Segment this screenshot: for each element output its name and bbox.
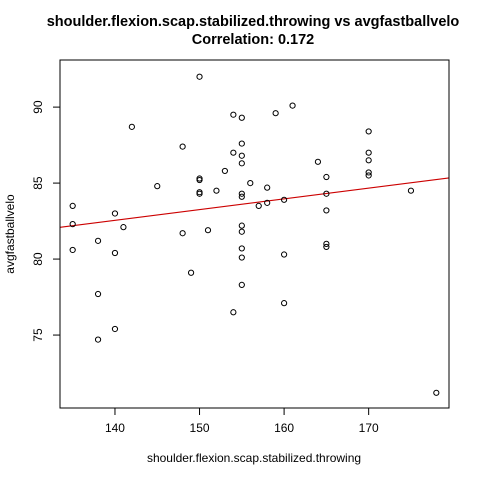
data-point (238, 222, 245, 229)
y-tick-label: 85 (31, 176, 45, 190)
data-point (187, 269, 195, 276)
data-point (323, 190, 330, 197)
data-point (230, 149, 237, 156)
data-point (230, 111, 237, 118)
data-point (272, 110, 279, 117)
data-point (238, 245, 245, 252)
points-layer (69, 73, 440, 396)
data-point (407, 187, 415, 194)
data-point (238, 281, 245, 289)
data-point (69, 202, 76, 209)
data-point (280, 300, 288, 307)
data-point (111, 325, 119, 333)
data-point (221, 167, 229, 175)
data-point (365, 149, 372, 156)
data-point (230, 309, 237, 316)
data-point (238, 190, 245, 197)
data-point (238, 193, 245, 200)
trend-line-layer (59, 177, 450, 228)
data-point (433, 389, 440, 396)
data-point (247, 179, 254, 187)
regression-line (59, 177, 450, 228)
data-point (323, 243, 330, 251)
data-point (365, 157, 372, 164)
x-axis-label: shoulder.flexion.scap.stabilized.throwin… (147, 451, 361, 465)
data-point (111, 210, 119, 217)
data-point (179, 230, 186, 237)
data-point (238, 114, 245, 121)
data-point (238, 140, 245, 147)
data-point (196, 176, 203, 184)
chart-subtitle: Correlation: 0.172 (192, 32, 315, 48)
data-point (323, 173, 330, 181)
data-point (94, 237, 102, 244)
data-point (120, 224, 127, 231)
x-tick-label: 150 (190, 421, 210, 435)
data-point (179, 143, 186, 150)
data-point (238, 152, 245, 159)
y-tick-label: 75 (31, 328, 45, 342)
data-point (196, 190, 203, 197)
data-point (323, 207, 330, 214)
x-tick-label: 170 (359, 421, 379, 435)
data-point (264, 184, 271, 191)
y-axis-label: avgfastballvelo (3, 194, 17, 274)
data-point (238, 254, 245, 261)
data-point (69, 246, 76, 254)
x-tick-label: 140 (105, 421, 125, 435)
data-point (69, 221, 76, 228)
data-point (154, 183, 161, 190)
data-point (94, 290, 102, 298)
y-tick-label: 90 (31, 100, 45, 114)
data-point (289, 102, 296, 109)
data-point (238, 228, 245, 235)
data-point (255, 202, 262, 209)
data-point (196, 73, 203, 80)
y-axis: 75 80 85 90 (31, 100, 61, 342)
y-tick-label: 80 (31, 252, 45, 266)
data-point (365, 172, 372, 179)
plot-frame (59, 59, 450, 409)
data-point (264, 199, 271, 206)
data-point (365, 128, 372, 135)
data-point (213, 187, 220, 194)
data-point (280, 251, 288, 258)
data-point (204, 227, 212, 234)
data-point (314, 158, 322, 165)
x-axis: 140 150 160 170 (105, 407, 379, 435)
chart-title: shoulder.flexion.scap.stabilized.throwin… (47, 14, 460, 30)
data-point (280, 196, 288, 203)
x-tick-label: 160 (274, 421, 294, 435)
data-point (323, 240, 330, 247)
data-point (365, 169, 372, 176)
data-point (238, 160, 245, 167)
data-point (94, 336, 102, 343)
data-point (111, 249, 119, 257)
data-point (128, 123, 135, 130)
